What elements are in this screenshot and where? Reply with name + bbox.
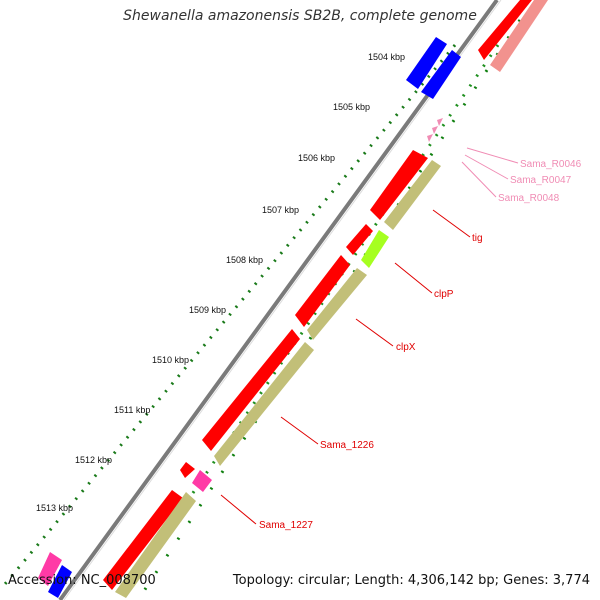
features-pink	[38, 118, 443, 586]
khaki-sama-1226	[214, 342, 314, 466]
pink-sama-1227	[192, 470, 212, 492]
khaki-clpX	[307, 268, 367, 340]
gene-label-sama-r0048: Sama_R0048	[498, 193, 560, 204]
tick-label-1505: 1505 kbp	[333, 102, 370, 112]
cds-lime	[361, 230, 389, 268]
gene-label-sama-1227: Sama_1227	[259, 520, 313, 531]
tick-label-1506: 1506 kbp	[298, 153, 335, 163]
cds-bottom	[103, 490, 183, 590]
khaki-bottom	[115, 492, 196, 598]
tick-label-1507: 1507 kbp	[262, 205, 299, 215]
gene-label-clpX: clpX	[396, 342, 416, 353]
blue-block-b	[421, 50, 461, 99]
pink-bottom	[38, 552, 62, 586]
features-blue	[48, 37, 461, 598]
cds-clpP	[346, 224, 373, 255]
tick-label-1508: 1508 kbp	[226, 255, 263, 265]
tick-label-1509: 1509 kbp	[189, 305, 226, 315]
tick-label-1511: 1511 kbp	[114, 405, 150, 415]
genome-summary: Topology: circular; Length: 4,306,142 bp…	[232, 573, 590, 588]
accession-label: Accession: NC_008700	[8, 573, 156, 588]
cds-tig	[370, 150, 428, 220]
tick-label-1510: 1510 kbp	[152, 355, 189, 365]
features-red	[103, 0, 532, 590]
cds-clpX	[295, 255, 350, 327]
cds-segment-top	[478, 0, 532, 60]
tick-label-1512: 1512 kbp	[75, 455, 112, 465]
rrna-triangle-2	[432, 126, 438, 134]
gene-label-sama-1226: Sama_1226	[320, 440, 374, 451]
cds-sama-1226	[202, 329, 300, 451]
gene-label-clpP: clpP	[434, 289, 454, 300]
gene-label-sama-r0046: Sama_R0046	[520, 159, 582, 170]
features-khaki	[115, 160, 441, 598]
khaki-tig	[384, 160, 441, 230]
gene-labels: Sama_R0046 Sama_R0047 Sama_R0048 tig clp…	[259, 159, 582, 531]
gene-label-tig: tig	[472, 233, 483, 244]
leader-lines	[220, 147, 519, 525]
rrna-triangle-3	[427, 134, 433, 142]
map-title: Shewanella amazonensis SB2B, complete ge…	[123, 8, 477, 24]
tick-label-1513: 1513 kbp	[36, 503, 73, 513]
blue-block-a	[406, 37, 447, 89]
tick-label-1504: 1504 kbp	[368, 52, 405, 62]
scale-ruler	[0, 44, 457, 591]
genome-backbone	[58, 0, 502, 600]
rrna-triangle-1	[437, 118, 443, 126]
salmon-feature	[490, 0, 548, 72]
cds-sama-1227	[180, 462, 195, 478]
blue-block-bottom	[48, 565, 72, 598]
tick-labels: 1504 kbp 1505 kbp 1506 kbp 1507 kbp 1508…	[36, 52, 405, 513]
gene-label-sama-r0047: Sama_R0047	[510, 175, 572, 186]
